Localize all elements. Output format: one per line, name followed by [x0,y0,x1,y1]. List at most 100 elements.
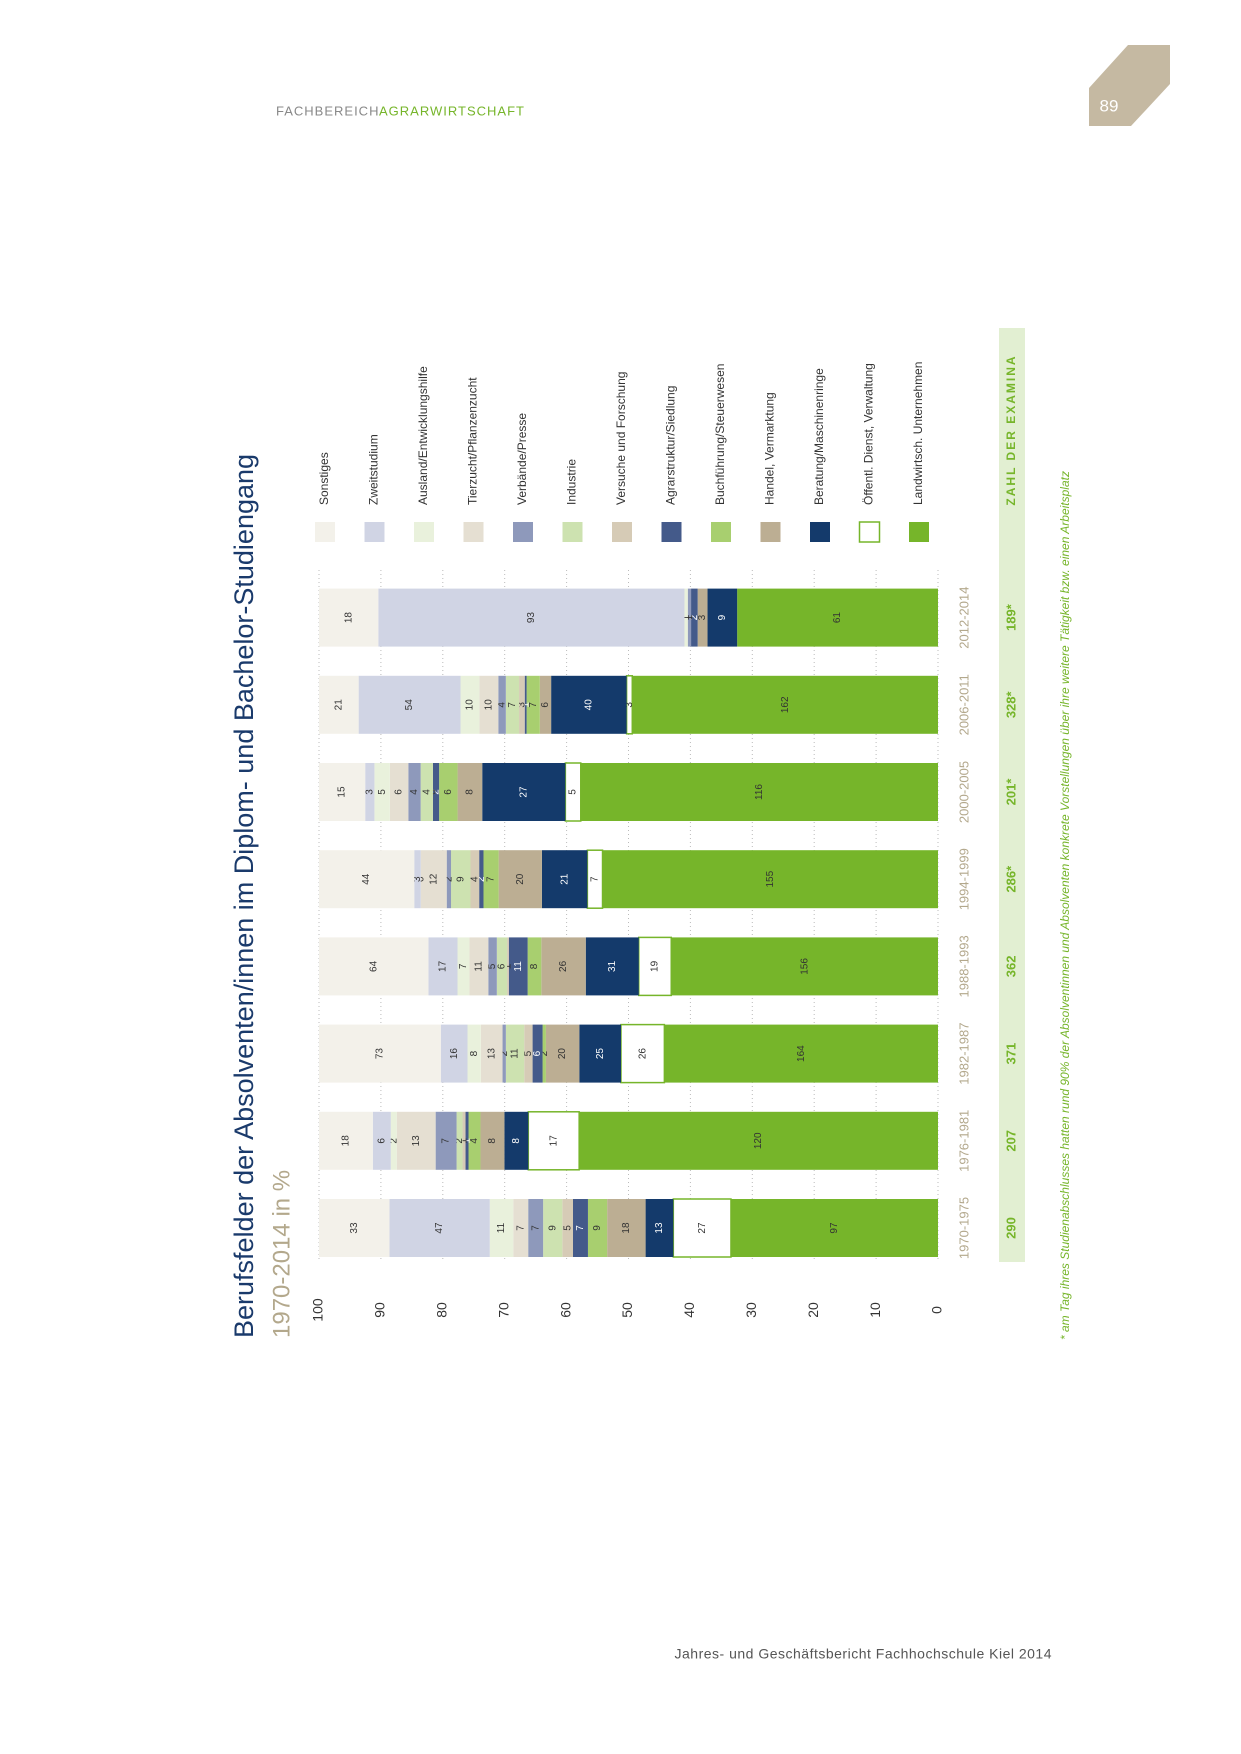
bar-segment [439,763,458,821]
bar-segment [432,763,440,821]
bar-segment [480,1111,505,1170]
data-label: 21 [559,873,570,885]
bar-segment [527,1111,580,1171]
data-label: 8 [465,789,476,795]
bar-segment [480,1024,503,1083]
bar-segment [470,850,480,909]
bar-segment [672,1198,732,1258]
data-label: 97 [829,1222,840,1234]
bar-segment [482,763,566,821]
data-label: 1 [684,614,695,620]
bar-segment [408,763,421,821]
data-label: 155 [765,870,776,887]
x-tick-label: 90 [372,1302,388,1318]
total-label: 189* [1003,603,1018,631]
x-tick-label: 0 [929,1306,945,1314]
data-label: 18 [341,1135,352,1147]
legend-label: Versuche und Forschung [614,372,628,505]
bar-segment [528,1199,544,1257]
x-tick-label: 80 [434,1302,450,1318]
legend-label: Beratung/Maschinenringe [812,368,826,505]
data-label: 18 [343,612,354,624]
bar-segment [526,675,540,734]
data-label: 13 [486,1048,497,1060]
data-label: 21 [333,699,344,711]
legend-swatch [513,522,533,542]
data-label: 5 [523,1050,534,1056]
x-tick-label: 40 [681,1302,697,1318]
data-label: 17 [548,1135,559,1147]
category-label: 2012-2014 [956,587,971,649]
total-label: 362 [1003,956,1018,978]
bar-segment [319,763,366,821]
data-label: 31 [607,960,618,972]
legend-swatch [463,522,484,542]
data-label: 4 [409,789,420,795]
data-label: 2 [454,1138,465,1144]
data-label: 0 [428,789,439,795]
bar-segment [389,1199,490,1257]
legend-label: Zweitstudium [367,434,381,505]
bar-segment [420,763,433,821]
bar-segment [579,1024,621,1083]
bar-segment [585,937,639,996]
bar-segment [545,1024,580,1083]
data-label: 3 [412,876,423,882]
bar-segment [707,588,738,647]
data-label: 2 [499,1050,510,1056]
bar-segment [691,588,698,647]
data-label: 7 [590,876,601,882]
legend-label: Öffentl. Dienst, Verwaltung [862,363,876,505]
legend-swatch [858,521,881,543]
bar-segment [645,1199,674,1257]
data-label: 33 [349,1222,360,1234]
data-label: 13 [411,1135,422,1147]
data-label: 26 [637,1048,648,1060]
bar-segment [319,1111,373,1170]
bar-segment [671,937,938,996]
data-label: 27 [697,1222,708,1234]
legend-label: Handel, Vermarktung [763,392,777,505]
legend-label: Ausland/Entwicklungshilfe [416,366,430,505]
bar-segment [319,588,379,647]
bar-segment [505,1024,525,1083]
x-tick-label: 60 [557,1302,573,1318]
legend-label: Agrarstruktur/Siedlung [664,386,678,505]
legend-label: Buchführung/Steuerwesen [713,364,727,505]
data-label: 25 [595,1048,606,1060]
data-label: 7 [575,1225,586,1231]
data-label: 44 [361,873,372,885]
bar-segment [532,1024,543,1083]
data-label: 6 [394,789,405,795]
bar-segment [496,937,508,996]
data-label: 7 [530,1225,541,1231]
legend-label: Industrie [565,459,579,505]
bar-segment [390,1111,397,1170]
legend-label: Verbände/Presse [515,413,529,505]
data-label: 2 [689,614,700,620]
bar-segment [389,763,409,821]
data-label: 120 [753,1132,764,1149]
bar-segment [587,1199,608,1257]
category-label: 2006-2011 [956,674,971,735]
data-label: 7 [486,876,497,882]
bar-segment [319,937,429,996]
category-label: 2000-2005 [956,761,971,823]
bar-segment [664,1024,938,1083]
data-label: 5 [562,1225,573,1231]
chart-subtitle: 1970-2014 in % [268,1170,295,1338]
bar-segment [372,1111,391,1170]
data-label: 64 [368,960,379,972]
bar-segment [456,1111,463,1170]
bar-segment [460,675,480,734]
bar-segment [378,588,685,647]
x-tick-label: 50 [619,1302,635,1318]
data-label: 12 [428,873,439,885]
bar-segment [319,1024,441,1083]
data-label: 7 [441,1138,452,1144]
header-department: AGRARWIRTSCHAFT [379,103,525,118]
data-label: 10 [483,699,494,711]
data-label: 3 [364,789,375,795]
bar-segment [551,675,627,734]
